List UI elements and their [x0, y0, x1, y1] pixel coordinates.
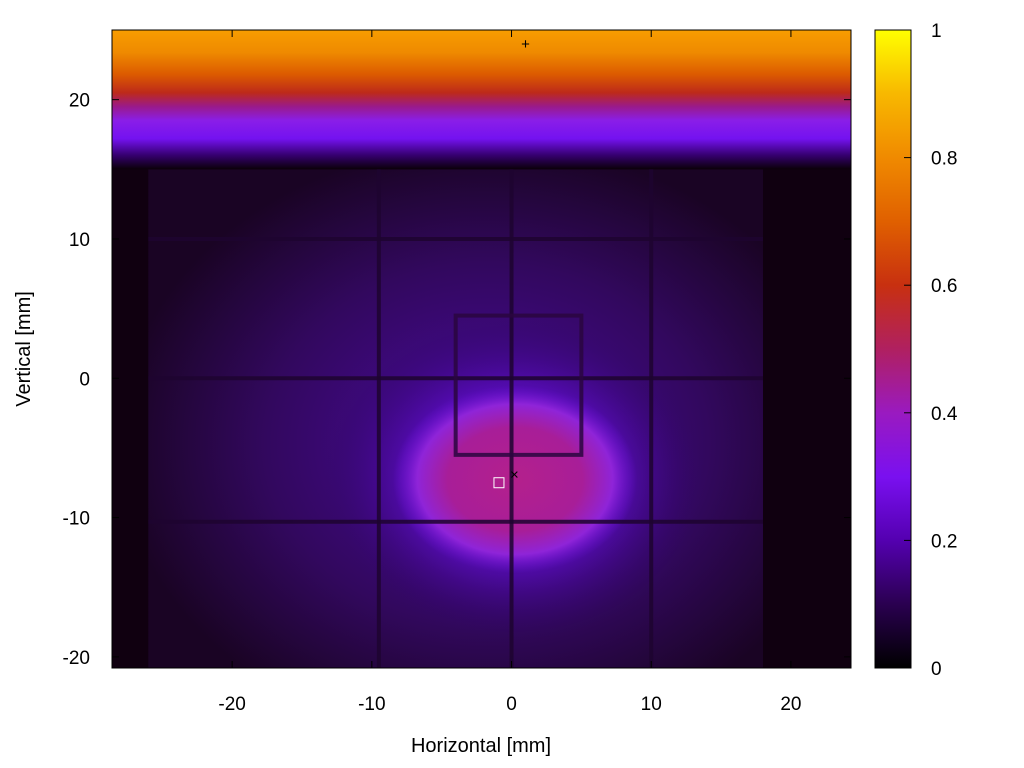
colorbar-tick-label: 0: [931, 659, 942, 680]
y-axis-label: Vertical [mm]: [13, 291, 35, 407]
x-tick-label: 20: [780, 694, 801, 715]
y-tick-label: 20: [69, 91, 90, 112]
colorbar-tick-label: 0.4: [931, 404, 958, 425]
axis-ticks: [112, 30, 851, 668]
y-tick-labels: -20 -10 0 10 20: [63, 91, 90, 669]
colorbar-tick-label: 0.8: [931, 149, 957, 170]
x-tick-label: 10: [641, 694, 662, 715]
y-tick-label: 0: [79, 369, 90, 390]
y-tick-label: 10: [69, 230, 90, 251]
plot-area: +×: [112, 30, 851, 668]
marker-symbol: +: [521, 36, 530, 53]
heatmap-markers: +×: [493, 36, 530, 489]
heatmap-region-top-band: [112, 30, 851, 170]
heatmap-inner-box: [453, 313, 584, 457]
x-axis-label: Horizontal [mm]: [411, 735, 551, 757]
colorbar-tick-label: 0.6: [931, 276, 957, 297]
colorbar-tick-label: 0.2: [931, 531, 957, 552]
y-tick-label: -20: [63, 648, 90, 669]
marker-symbol: ×: [510, 466, 519, 483]
x-tick-label: -10: [358, 694, 385, 715]
x-tick-label: -20: [218, 694, 245, 715]
colorbar: [874, 29, 912, 669]
y-tick-label: -10: [63, 509, 90, 530]
plot-frame: [111, 29, 852, 669]
x-tick-labels: -20 -10 0 10 20: [218, 694, 801, 715]
colorbar-ticks: 0 0.2 0.4 0.6 0.8 1: [904, 21, 958, 680]
x-tick-label: 0: [506, 694, 517, 715]
marker-square: [493, 477, 505, 489]
colorbar-tick-label: 1: [931, 21, 942, 42]
